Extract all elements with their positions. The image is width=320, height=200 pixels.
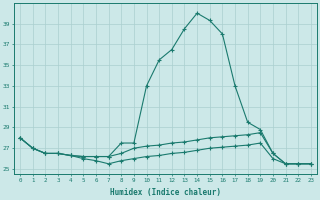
X-axis label: Humidex (Indice chaleur): Humidex (Indice chaleur) — [110, 188, 221, 197]
